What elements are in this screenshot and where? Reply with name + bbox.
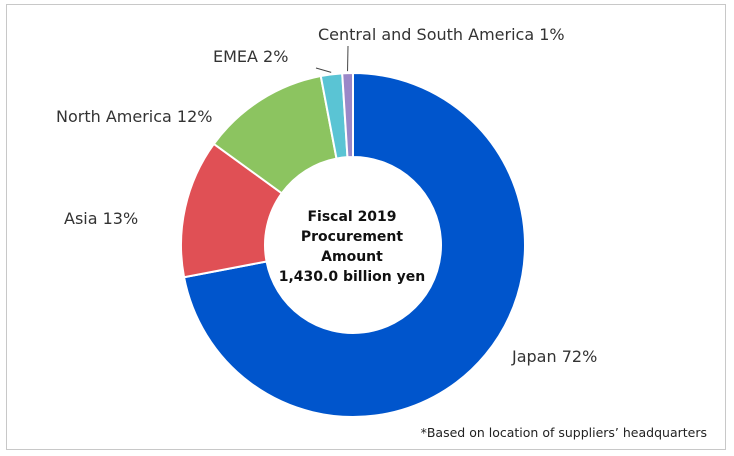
center-line-2: Procurement: [301, 229, 403, 245]
footnote: *Based on location of suppliers’ headqua…: [421, 425, 707, 440]
center-line-3: Amount: [321, 249, 383, 265]
leader-line: [315, 67, 332, 73]
center-line-1: Fiscal 2019: [307, 209, 396, 225]
donut-hole: [265, 157, 441, 333]
slice-labels: Japan 72% Asia 13% North America 12% EMEA 2…: [56, 25, 597, 366]
label-emea: EMEA 2%: [213, 47, 288, 66]
label-north-america: North America 12%: [56, 107, 212, 126]
label-japan: Japan 72%: [511, 347, 597, 366]
label-asia: Asia 13%: [64, 209, 138, 228]
center-line-4: 1,430.0 billion yen: [279, 269, 425, 285]
donut-slices: [180, 71, 526, 418]
center-label: Fiscal 2019 Procurement Amount 1,430.0 b…: [279, 209, 425, 285]
label-central-and-south-america: Central and South America 1%: [318, 25, 565, 44]
